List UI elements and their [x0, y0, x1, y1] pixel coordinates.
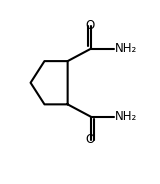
Text: NH₂: NH₂	[115, 110, 137, 123]
Text: NH₂: NH₂	[115, 42, 137, 55]
Text: O: O	[85, 133, 95, 146]
Text: O: O	[85, 19, 95, 32]
